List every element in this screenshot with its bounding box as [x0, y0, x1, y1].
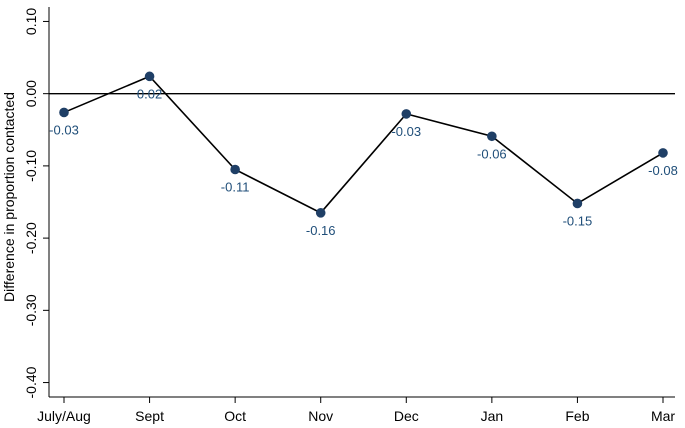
data-label: -0.03 — [49, 122, 79, 137]
y-tick-label: 0.00 — [23, 80, 39, 107]
data-points — [59, 71, 668, 218]
data-point — [59, 107, 69, 118]
x-tick-label: Nov — [308, 408, 333, 424]
y-tick-label: -0.10 — [23, 150, 39, 182]
data-label: -0.15 — [563, 213, 593, 228]
data-label: -0.06 — [477, 146, 507, 161]
data-point — [487, 131, 497, 142]
y-tick-label: -0.40 — [23, 366, 39, 398]
series-line — [63, 75, 664, 214]
x-tick-label: July/Aug — [37, 408, 91, 424]
x-tick-label: Sept — [135, 408, 164, 424]
x-tick-label: Dec — [394, 408, 419, 424]
data-point — [315, 208, 326, 218]
data-point — [230, 164, 240, 175]
y-tick-label: -0.20 — [23, 222, 39, 254]
y-tick-label: 0.10 — [23, 8, 39, 35]
x-tick-label: Mar — [651, 408, 675, 424]
x-tick-label: Feb — [565, 408, 589, 424]
data-label: -0.11 — [221, 180, 250, 195]
data-label: -0.16 — [306, 223, 336, 238]
x-axis: July/Aug Sept Oct Nov Dec Jan Feb Mar — [37, 396, 675, 424]
data-label: 0.02 — [137, 86, 162, 101]
data-label: -0.03 — [391, 124, 421, 139]
data-point — [658, 148, 668, 158]
y-axis: 0.10 0.00 -0.10 -0.20 -0.30 -0.40 — [23, 7, 50, 399]
data-point — [401, 109, 412, 119]
data-point — [572, 198, 583, 209]
y-axis-title: Difference in proportion contacted — [1, 92, 17, 302]
data-point — [144, 71, 155, 82]
data-labels: -0.03 0.02 -0.11 -0.16 -0.03 -0.06 -0.15 -0.08 — [49, 86, 678, 238]
y-tick-label: -0.30 — [23, 294, 39, 326]
x-tick-label: Jan — [481, 408, 504, 424]
data-label: -0.08 — [648, 163, 678, 178]
x-tick-label: Oct — [224, 408, 246, 424]
